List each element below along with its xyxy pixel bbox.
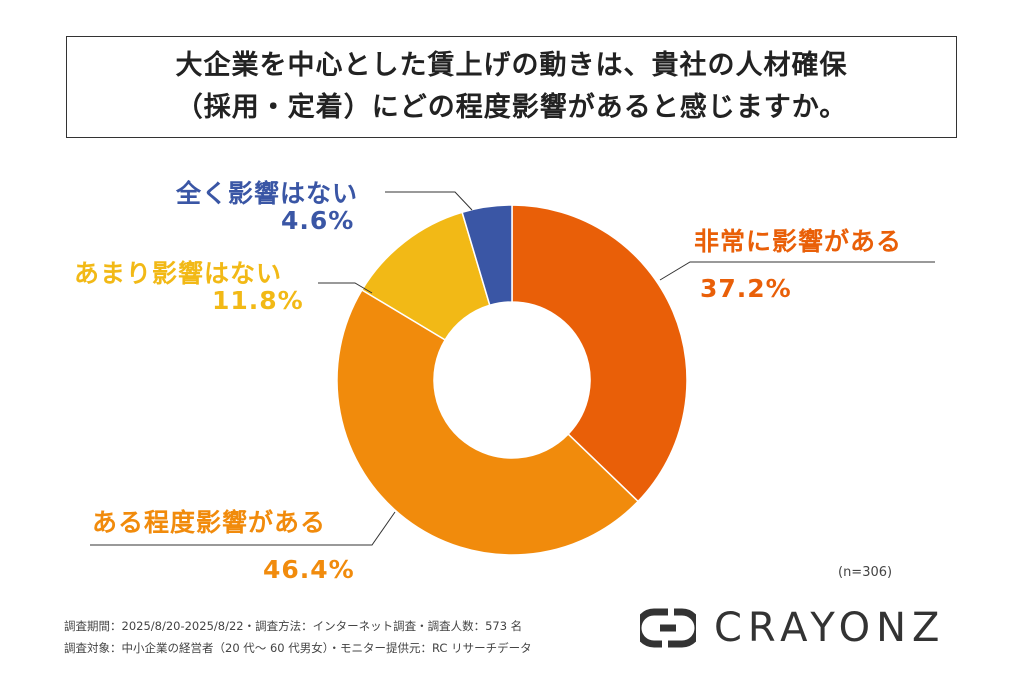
leader-line-1 — [90, 511, 396, 546]
label-cat-0: 非常に影響がある — [694, 227, 903, 256]
leader-line-3 — [385, 191, 473, 211]
donut-slice-0 — [511, 204, 688, 503]
leader-line-0 — [659, 261, 935, 281]
label-pct-3: 4.6% — [281, 206, 355, 235]
leader-line-2 — [318, 282, 373, 294]
title-line-2: （採用・定着）にどの程度影響があると感じますか。 — [175, 92, 848, 123]
logo-text: CRAYONZ — [714, 605, 946, 651]
sample-size: (n=306) — [838, 565, 893, 580]
donut-slice-3 — [461, 204, 513, 307]
logo-mark-icon — [640, 608, 696, 648]
label-cat-3: 全く影響はない — [176, 179, 359, 208]
title-box: 大企業を中心とした賃上げの動きは、貴社の人材確保 （採用・定着）にどの程度影響が… — [66, 36, 957, 138]
label-pct-0: 37.2% — [700, 274, 792, 303]
label-pct-1: 46.4% — [263, 555, 355, 584]
crayonz-logo: CRAYONZ — [640, 605, 945, 651]
donut-slice-1 — [336, 288, 640, 556]
label-pct-2: 11.8% — [212, 286, 304, 315]
label-cat-2: あまり影響はない — [74, 259, 283, 288]
label-cat-1: ある程度影響がある — [92, 508, 327, 537]
footer-line-1: 調査期間：2025/8/20-2025/8/22・調査方法：インターネット調査・… — [64, 619, 523, 633]
title-line-1: 大企業を中心とした賃上げの動きは、貴社の人材確保 — [175, 50, 848, 81]
footer-line-2: 調査対象：中小企業の経営者（20 代～ 60 代男女）・モニター提供元：RC リ… — [64, 641, 532, 655]
